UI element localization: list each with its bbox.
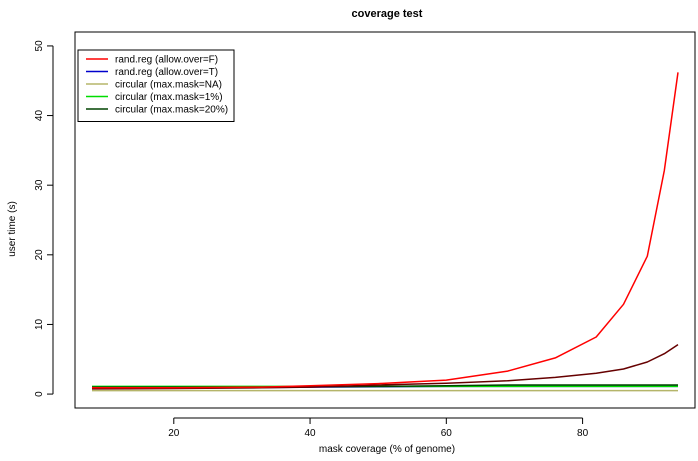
y-axis-title: user time (s) [7, 201, 18, 257]
legend-label: circular (max.mask=20%) [115, 105, 228, 116]
axes: 0 10 20 30 40 50 20 40 60 80 [34, 31, 696, 439]
legend-label: rand.reg (allow.over=T) [115, 67, 218, 78]
y-tick-label: 50 [34, 40, 45, 52]
chart-title: coverage test [352, 8, 423, 20]
plot-frame [74, 31, 696, 409]
x-tick-label: 20 [168, 428, 180, 439]
y-tick-label: 20 [34, 249, 45, 261]
legend-label: circular (max.mask=1%) [115, 92, 223, 103]
series-line-0 [92, 72, 679, 389]
legend-label: rand.reg (allow.over=F) [115, 55, 218, 66]
y-tick-label: 10 [34, 318, 45, 330]
y-tick-label: 30 [34, 179, 45, 191]
x-tick-label: 40 [304, 428, 316, 439]
series-lines [91, 72, 679, 392]
x-tick-label: 60 [441, 428, 453, 439]
y-tick-label: 0 [34, 391, 45, 397]
series-line-5 [91, 343, 679, 390]
x-axis-title: mask coverage (% of genome) [319, 444, 455, 455]
legend: rand.reg (allow.over=F)rand.reg (allow.o… [77, 49, 235, 122]
legend-label: circular (max.mask=NA) [115, 80, 222, 91]
y-tick-label: 40 [34, 110, 45, 122]
x-tick-label: 80 [577, 428, 589, 439]
